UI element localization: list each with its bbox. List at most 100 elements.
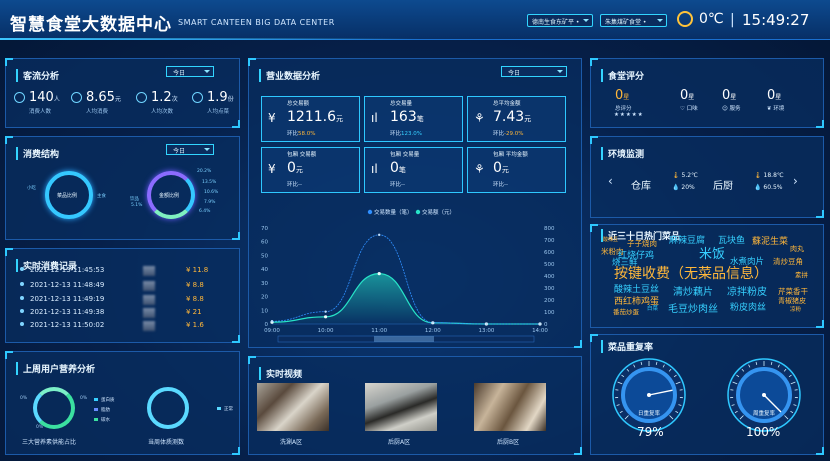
structure-range-select[interactable]: 今日: [166, 144, 214, 155]
service-label: ☺ 服务: [722, 106, 741, 112]
dish-icon: [192, 92, 203, 103]
gauge-tick: [736, 374, 740, 378]
y-right-tick: 400: [544, 274, 555, 280]
record-row: 2021-12-13 11:48:49: [20, 281, 104, 289]
record-row: 2021-12-13 11:49:19: [20, 295, 104, 303]
weather-temperature: 0℃: [699, 11, 724, 27]
yuan-icon: ¥: [268, 162, 276, 176]
y-right-tick: 300: [544, 286, 555, 292]
camera-feed-kitchen-a[interactable]: [365, 383, 437, 431]
business-title: 营业数据分析: [259, 69, 320, 82]
heart-icon: ♡: [680, 106, 687, 112]
y-left-tick: 30: [261, 281, 268, 287]
env-next-arrow[interactable]: ›: [793, 174, 798, 188]
record-amount: ¥ 1.6: [186, 321, 204, 329]
gauge-hub: [647, 393, 651, 397]
env-prev-arrow[interactable]: ‹: [608, 174, 613, 188]
gauge-tick: [617, 381, 623, 385]
y-right-tick: 500: [544, 262, 555, 268]
stat-consumers-value: 140: [29, 90, 54, 105]
amount-point: [324, 315, 328, 319]
record-row: 2021-12-13 11:50:02: [20, 321, 104, 329]
y-right-tick: 0: [544, 322, 548, 328]
y-right-tick: 600: [544, 250, 555, 256]
gauge-tick: [669, 415, 674, 420]
structure-panel: 消费结构 今日: [5, 136, 240, 240]
gauge-tick: [734, 410, 738, 414]
reuse-gauges: 日重复率 周重复率: [612, 358, 801, 432]
hot-dish-word: 凉粉: [790, 307, 802, 313]
hot-dish-word: 清炒豆角: [773, 257, 803, 266]
gauge-tick: [626, 368, 630, 372]
count-point: [270, 320, 274, 323]
gauge-tick: [777, 364, 780, 368]
rating-title: 食堂评分: [601, 69, 644, 82]
overall-score: 0星: [615, 88, 630, 103]
nutrition-pct-c: 0%: [36, 425, 44, 430]
humidity-icon: 💧: [672, 184, 680, 191]
canteen-select[interactable]: 朱集煤矿食堂 •: [600, 14, 667, 27]
y-right-tick: 800: [544, 226, 555, 232]
stat-avg-dishes-value: 1.9: [207, 90, 228, 105]
y-right-tick: 200: [544, 298, 555, 304]
gauge-label: 周重复率: [753, 409, 776, 417]
overall-score-label: 总评分: [615, 106, 632, 112]
gauge-tick: [655, 361, 658, 365]
ring-tag-8: 6.4%: [199, 209, 211, 214]
ring-tag-9: 5.1%: [131, 203, 143, 208]
hot-dish-word: 烧三鲜: [612, 258, 638, 268]
hot-dish-word: 红烧仔鸡: [618, 251, 655, 261]
page-title: 智慧食堂大数据中心: [10, 15, 172, 35]
hot-dish-word: 瓦块鱼: [718, 236, 746, 246]
camera-feed-kitchen-b[interactable]: [474, 383, 546, 431]
env-warehouse-hum: 💧 20%: [672, 184, 695, 191]
nutrition-left-caption: 三大营养素供能占比: [22, 439, 77, 446]
camera-label: 后厨B区: [497, 439, 520, 446]
nutrition-ring: [33, 387, 75, 429]
hot-dish-word: 酸辣土豆丝: [614, 285, 660, 295]
hot-dishes-panel: 近三十日热门菜品: [590, 224, 824, 328]
chart-zoom-handle: [374, 336, 434, 342]
kpi-avg-amount: ⚘ 总平均金额 7.43元 环比-29.0%: [467, 96, 566, 142]
count-point: [485, 322, 488, 326]
hot-dish-word: 粉皮肉丝: [730, 303, 767, 313]
x-tick: 09:00: [264, 328, 280, 334]
hot-dish-word: 酸辣豆: [603, 237, 619, 243]
hot-dish-word: 麻辣豆腐: [669, 236, 706, 246]
hot-dish-word: 素拼: [795, 271, 808, 279]
amount-ratio-ring: [147, 171, 195, 219]
gauge-tick: [788, 374, 792, 378]
y-left-tick: 70: [261, 226, 268, 232]
x-tick: 12:00: [425, 328, 441, 334]
amount-point: [377, 272, 381, 276]
env-kitchen-temp: 🌡 18.8℃: [754, 172, 784, 179]
yuan-icon: ¥: [268, 111, 276, 125]
traffic-range-select[interactable]: 今日: [166, 66, 214, 77]
canteen-region-select[interactable]: 德南生食东矿平 •: [527, 14, 593, 27]
structure-title: 消费结构: [16, 147, 59, 160]
env-zone-kitchen: 后厨: [713, 181, 733, 192]
kpi-total-amount: ¥ 总交易额 1211.6元 环比58.0%: [261, 96, 360, 142]
gauge-hub: [762, 393, 766, 397]
video-title: 实时视频: [259, 367, 302, 380]
legend-label: 交易数量（笔）: [374, 208, 413, 216]
smile-icon: ☺: [722, 106, 730, 112]
record-amount: ¥ 21: [186, 308, 202, 316]
gauge-tick: [619, 410, 623, 414]
hot-dish-word: 肉丸: [790, 245, 804, 253]
page-subtitle: SMART CANTEEN BIG DATA CENTER: [178, 18, 335, 27]
record-amount: ¥ 8.8: [186, 281, 204, 289]
camera-feed-wash[interactable]: [257, 383, 329, 431]
hot-dish-word: 按键收费（无菜品信息）: [614, 266, 768, 282]
business-range-select[interactable]: 今日: [501, 66, 567, 77]
camera-label: 后厨A区: [388, 439, 411, 446]
ring-tag-6: 10.6%: [204, 190, 219, 195]
record-amount: ¥ 11.8: [186, 266, 209, 274]
gauge-tick: [770, 361, 773, 365]
bars-icon: ıl: [371, 111, 378, 125]
hot-dish-word: 蘇泥生菜: [752, 237, 789, 247]
ring-tag-4: 20.2%: [197, 169, 212, 174]
env-warehouse-temp: 🌡 5.2℃: [672, 172, 698, 179]
taste-label: ♡ 口味: [680, 106, 698, 112]
hot-dish-word: 子子烧肉: [627, 239, 657, 248]
